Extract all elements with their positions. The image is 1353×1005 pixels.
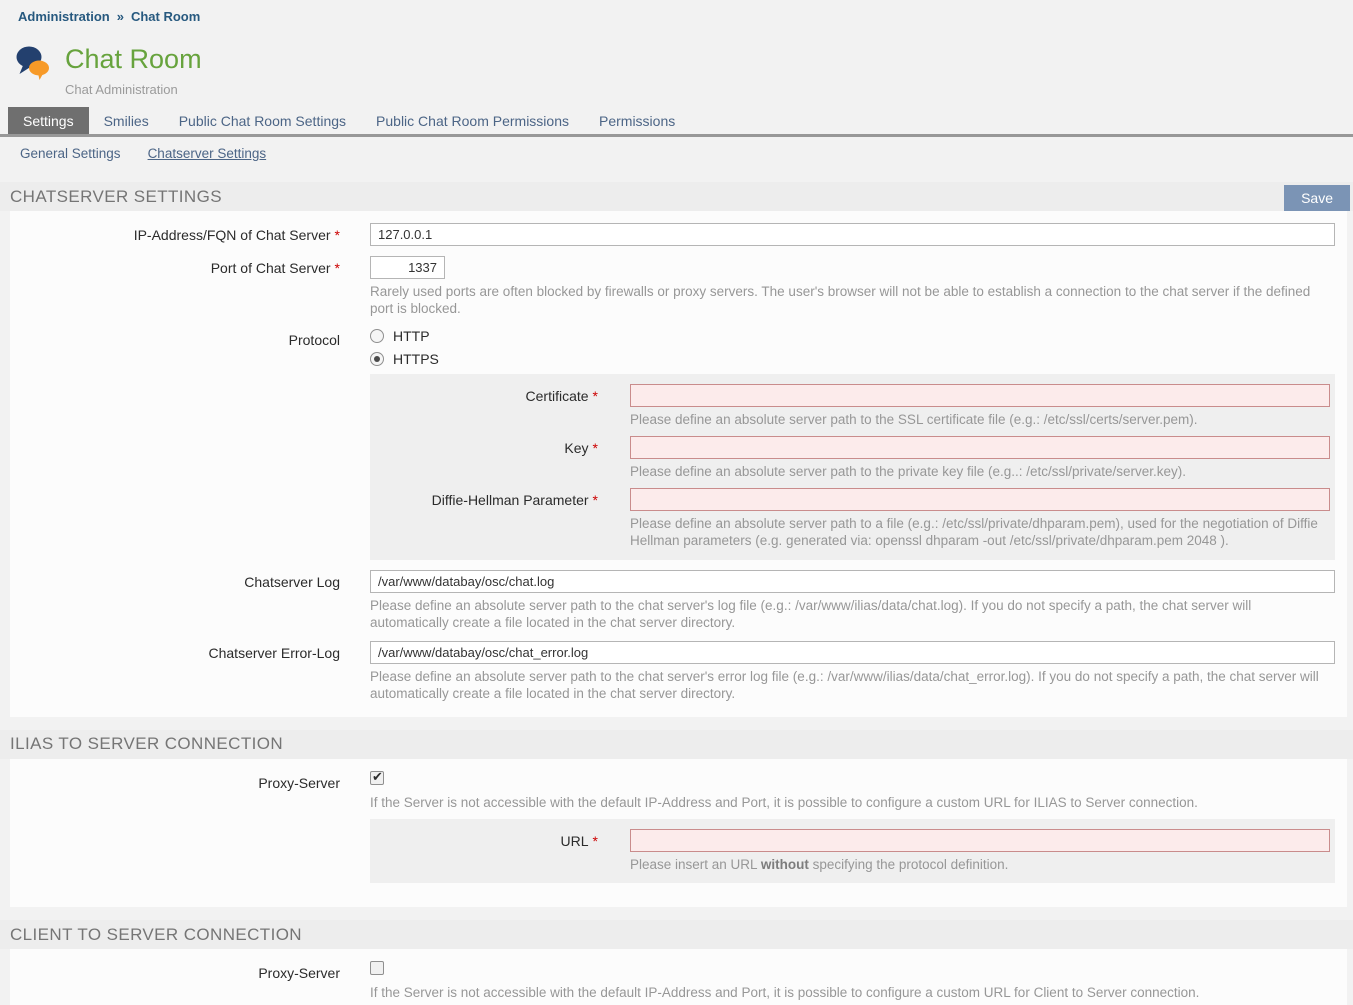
section-header-chatserver-settings: CHATSERVER SETTINGS Save bbox=[0, 182, 1353, 212]
field-byline: Please define an absolute server path to… bbox=[370, 597, 1252, 630]
key-input[interactable] bbox=[630, 435, 1330, 459]
client-proxy-checkbox[interactable] bbox=[370, 961, 384, 976]
field-row-client-proxy: Proxy-Server If the Server is not access… bbox=[10, 961, 1347, 1001]
section-ilias-to-server: ILIAS TO SERVER CONNECTION Proxy-Server … bbox=[0, 729, 1353, 908]
chatserver-log-input[interactable] bbox=[370, 569, 1335, 593]
field-label: URL * bbox=[560, 832, 598, 849]
field-row-certificate: Certificate * Please define an absolute s… bbox=[370, 383, 1335, 428]
section-chatserver-settings: CHATSERVER SETTINGS Save IP-Address/FQN … bbox=[0, 182, 1353, 717]
port-input[interactable] bbox=[370, 256, 445, 280]
required-marker: * bbox=[334, 260, 340, 277]
subtab-chatserver-settings[interactable]: Chatserver Settings bbox=[147, 146, 267, 162]
tab-public-chat-room-settings[interactable]: Public Chat Room Settings bbox=[178, 113, 347, 130]
dh-param-input[interactable] bbox=[630, 488, 1330, 512]
breadcrumb-separator: » bbox=[116, 9, 124, 24]
field-label: Chatserver Error-Log bbox=[208, 645, 341, 662]
field-row-ilias-proxy: Proxy-Server If the Server is not access… bbox=[10, 769, 1347, 884]
field-row-ip: IP-Address/FQN of Chat Server * bbox=[10, 223, 1347, 247]
tab-smilies[interactable]: Smilies bbox=[103, 113, 149, 130]
section-header-ilias-to-server: ILIAS TO SERVER CONNECTION bbox=[0, 729, 1353, 759]
field-byline: Rarely used ports are often blocked by f… bbox=[370, 284, 1311, 317]
ilias-proxy-checkbox[interactable] bbox=[370, 769, 384, 785]
breadcrumb: Administration » Chat Room bbox=[0, 0, 1353, 24]
section-title: CHATSERVER SETTINGS bbox=[10, 186, 222, 206]
required-marker: * bbox=[592, 492, 598, 509]
required-marker: * bbox=[592, 832, 598, 849]
field-row-dh-param: Diffie-Hellman Parameter * Please define … bbox=[370, 488, 1335, 550]
chatserver-error-log-input[interactable] bbox=[370, 641, 1335, 665]
tab-settings[interactable]: Settings bbox=[8, 107, 89, 135]
save-button[interactable]: Save bbox=[1284, 185, 1350, 212]
field-label: Proxy-Server bbox=[258, 774, 340, 791]
breadcrumb-administration[interactable]: Administration bbox=[18, 9, 110, 24]
chat-room-icon bbox=[14, 44, 52, 87]
tab-bar: Settings Smilies Public Chat Room Settin… bbox=[0, 107, 1353, 138]
section-header-client-to-server: CLIENT TO SERVER CONNECTION bbox=[0, 920, 1353, 950]
ip-address-input[interactable] bbox=[370, 223, 1335, 247]
field-byline: If the Server is not accessible with the… bbox=[370, 794, 1198, 810]
tab-permissions[interactable]: Permissions bbox=[599, 113, 676, 130]
subtab-general-settings[interactable]: General Settings bbox=[20, 146, 121, 162]
field-label: Port of Chat Server * bbox=[210, 260, 340, 277]
breadcrumb-chat-room[interactable]: Chat Room bbox=[130, 9, 201, 24]
radio-label: HTTPS bbox=[393, 350, 439, 367]
protocol-option-https: HTTPS bbox=[370, 351, 1335, 367]
page-header: Chat Room Chat Administration bbox=[0, 24, 1353, 97]
field-row-chatserver-error-log: Chatserver Error-Log Please define an ab… bbox=[10, 641, 1347, 703]
page-subtitle: Chat Administration bbox=[65, 82, 178, 98]
field-byline: Please define an absolute server path to… bbox=[630, 516, 1318, 549]
field-label: Protocol bbox=[288, 331, 340, 348]
field-label: IP-Address/FQN of Chat Server * bbox=[133, 227, 340, 244]
required-marker: * bbox=[592, 439, 598, 456]
field-row-port: Port of Chat Server* Rarely used ports a… bbox=[10, 256, 1347, 318]
field-byline: Please define an absolute server path to… bbox=[630, 411, 1198, 427]
section-title: ILIAS TO SERVER CONNECTION bbox=[10, 734, 284, 754]
field-label: Certificate * bbox=[525, 387, 598, 404]
required-marker: * bbox=[592, 387, 598, 404]
http-radio[interactable] bbox=[370, 328, 384, 343]
section-title: CLIENT TO SERVER CONNECTION bbox=[10, 924, 302, 944]
field-byline: Please define an absolute server path to… bbox=[370, 669, 1319, 702]
proxy-dependent-group: URL * Please insert an URL without specif… bbox=[370, 818, 1335, 884]
radio-label: HTTP bbox=[393, 327, 430, 344]
protocol-option-http: HTTP bbox=[370, 328, 1335, 344]
field-label: Diffie-Hellman Parameter * bbox=[431, 492, 598, 509]
field-row-chatserver-log: Chatserver Log Please define an absolute… bbox=[10, 569, 1347, 632]
field-label: Proxy-Server bbox=[258, 965, 340, 982]
https-dependent-group: Certificate * Please define an absolute s… bbox=[370, 373, 1335, 560]
tab-public-chat-room-permissions[interactable]: Public Chat Room Permissions bbox=[376, 113, 569, 130]
certificate-input[interactable] bbox=[630, 383, 1330, 407]
https-radio[interactable] bbox=[370, 351, 384, 366]
field-row-protocol: Protocol HTTP HTTPS Certificate * Please bbox=[10, 328, 1347, 560]
page-title: Chat Room bbox=[65, 44, 202, 74]
required-marker: * bbox=[334, 227, 340, 244]
field-byline: If the Server is not accessible with the… bbox=[370, 985, 1200, 1001]
subtab-bar: General Settings Chatserver Settings bbox=[0, 137, 1353, 169]
field-label: Key * bbox=[564, 439, 598, 456]
field-label: Chatserver Log bbox=[244, 573, 340, 590]
section-client-to-server: CLIENT TO SERVER CONNECTION Proxy-Server… bbox=[0, 920, 1353, 1005]
field-row-url: URL * Please insert an URL without specif… bbox=[370, 828, 1335, 873]
url-input[interactable] bbox=[630, 828, 1330, 852]
field-byline: Please insert an URL without specifying … bbox=[630, 856, 1009, 872]
field-byline: Please define an absolute server path to… bbox=[630, 463, 1187, 479]
field-row-key: Key * Please define an absolute server pa… bbox=[370, 435, 1335, 480]
